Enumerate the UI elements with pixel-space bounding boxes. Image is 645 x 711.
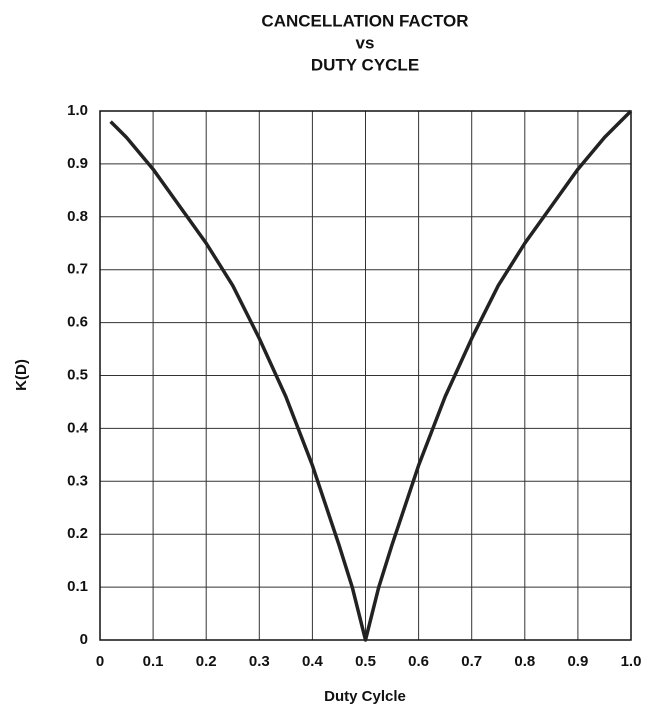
chart-title: DUTY CYCLE bbox=[311, 55, 419, 74]
y-tick-label: 0.8 bbox=[67, 208, 88, 225]
x-tick-label: 1.0 bbox=[621, 653, 642, 670]
y-tick-label: 0.4 bbox=[67, 419, 89, 436]
x-tick-label: 0.7 bbox=[461, 653, 482, 670]
x-tick-label: 0 bbox=[96, 653, 104, 670]
x-tick-label: 0.8 bbox=[514, 653, 535, 670]
x-tick-label: 0.2 bbox=[196, 653, 217, 670]
x-tick-label: 0.6 bbox=[408, 653, 429, 670]
x-tick-label: 0.4 bbox=[302, 653, 324, 670]
y-tick-label: 0.5 bbox=[67, 366, 88, 383]
y-tick-label: 0.3 bbox=[67, 472, 88, 489]
chart-title: vs bbox=[356, 33, 375, 52]
x-tick-label: 0.1 bbox=[143, 653, 164, 670]
y-tick-label: 0.7 bbox=[67, 261, 88, 278]
data-line bbox=[109, 109, 633, 642]
y-tick-label: 0.1 bbox=[67, 578, 88, 595]
y-axis-label: K(D) bbox=[13, 359, 30, 391]
x-axis-label: Duty Cylcle bbox=[324, 688, 406, 705]
x-tick-label: 0.3 bbox=[249, 653, 270, 670]
x-tick-label: 0.5 bbox=[355, 653, 376, 670]
y-tick-label: 0.9 bbox=[67, 155, 88, 172]
y-tick-label: 1.0 bbox=[67, 102, 88, 119]
y-tick-label: 0.6 bbox=[67, 314, 88, 331]
x-tick-label: 0.9 bbox=[567, 653, 588, 670]
y-tick-label: 0.2 bbox=[67, 525, 88, 542]
y-tick-label: 0 bbox=[80, 631, 88, 648]
chart-title: CANCELLATION FACTOR bbox=[261, 11, 468, 30]
